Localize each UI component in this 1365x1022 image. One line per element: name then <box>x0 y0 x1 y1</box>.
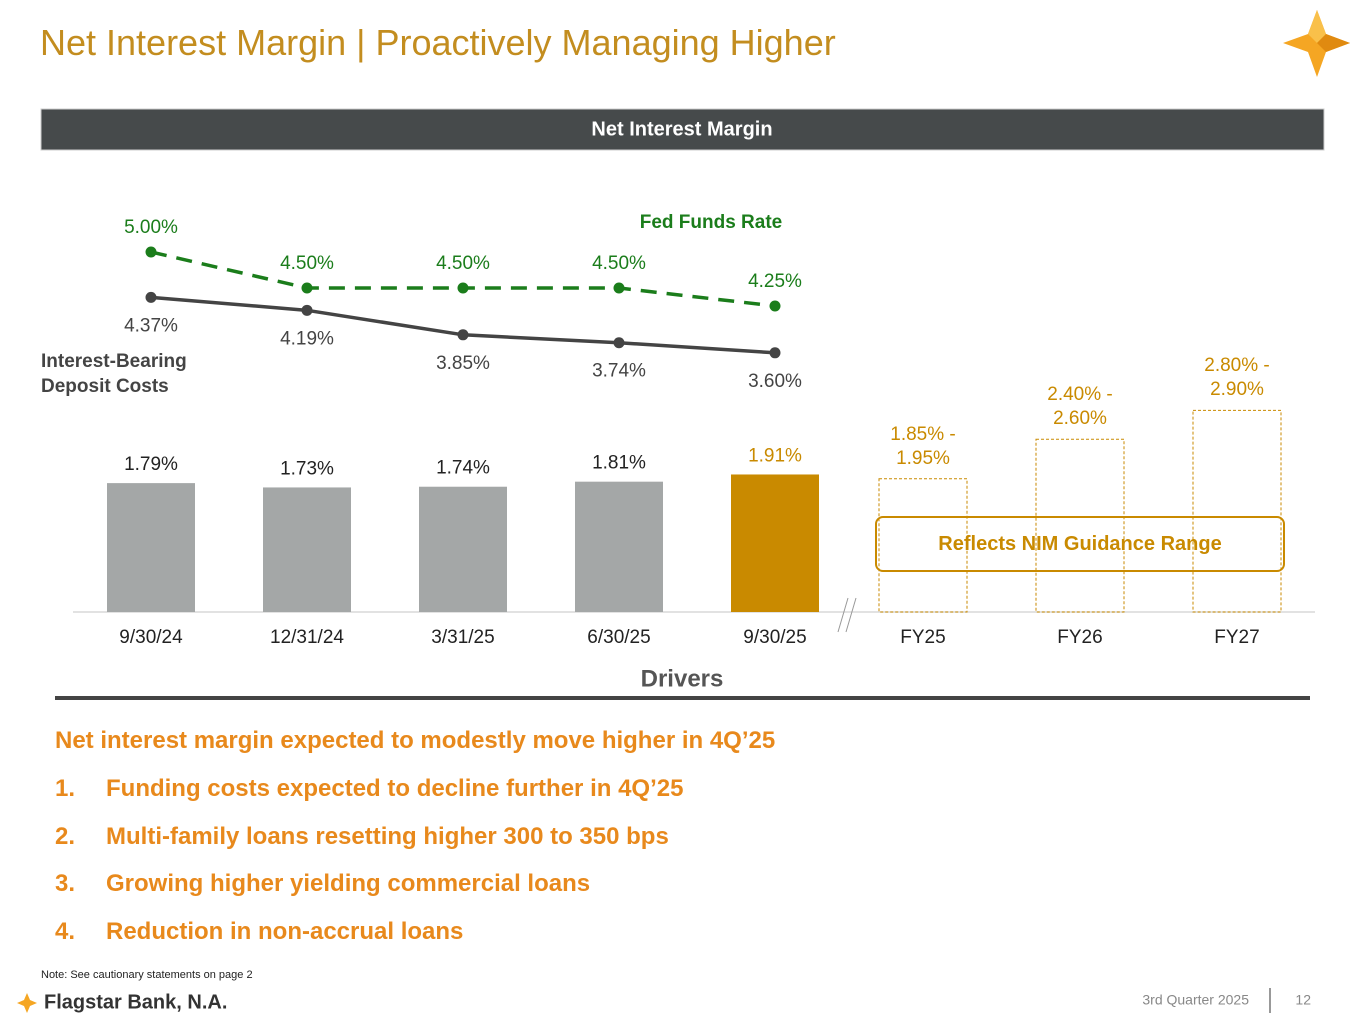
section-header: Net Interest Margin <box>591 118 772 140</box>
point <box>613 337 625 349</box>
bar <box>731 474 819 612</box>
legend-label: Fed Funds Rate <box>640 212 783 233</box>
point <box>145 291 157 303</box>
x-tick-label: FY26 <box>1057 627 1102 648</box>
point <box>613 282 625 294</box>
point-label: 4.37% <box>124 315 178 336</box>
x-tick-label: FY25 <box>900 627 945 648</box>
list-number: 3. <box>55 870 76 897</box>
bar <box>107 483 195 612</box>
legend-label: Interest-Bearing Deposit Costs <box>41 351 187 397</box>
point-label: 3.60% <box>748 371 802 392</box>
bar <box>263 487 351 612</box>
footer-logo <box>17 993 37 1013</box>
list-item: Multi-family loans resetting higher 300 … <box>106 822 669 850</box>
x-tick-label: 6/30/25 <box>587 627 650 648</box>
list-number: 4. <box>55 917 76 945</box>
x-tick-label: 12/31/24 <box>270 627 344 648</box>
bar-label: 1.81% <box>592 453 646 474</box>
logo-facet <box>1308 10 1326 43</box>
bar-label: 1.79% <box>124 454 178 475</box>
guidance-range <box>1035 438 1125 613</box>
bar-label: 1.74% <box>436 458 490 479</box>
logo-facet <box>1317 34 1350 52</box>
point <box>769 347 781 359</box>
point-label: 4.19% <box>280 328 334 349</box>
list-number: 1. <box>55 775 76 802</box>
x-tick-label: 9/30/24 <box>119 627 183 648</box>
bar <box>419 486 507 612</box>
list-item: Funding costs expected to decline furthe… <box>106 775 684 802</box>
axis-break <box>845 597 857 633</box>
brand: Flagstar Bank, N.A. <box>44 991 227 1013</box>
guidance-label: 1.85% - 1.95% <box>890 423 956 469</box>
list-number: 2. <box>55 822 76 850</box>
bar-label: 1.73% <box>280 458 334 479</box>
drivers-title: Drivers <box>641 665 724 692</box>
point-label: 5.00% <box>124 217 178 238</box>
title: Net Interest Margin | Proactively Managi… <box>40 22 836 63</box>
line <box>150 295 776 355</box>
section-header-bar <box>40 108 1325 151</box>
point <box>301 304 313 316</box>
guidance-label: 2.80% - 2.90% <box>1204 355 1270 401</box>
guidance-box: Reflects NIM Guidance Range <box>875 516 1285 572</box>
point-label: 4.25% <box>748 271 802 292</box>
bar <box>575 481 663 612</box>
x-tick-label: 3/31/25 <box>431 627 494 648</box>
point <box>457 282 469 294</box>
guidance-range <box>878 478 968 613</box>
guidance-label: 2.40% - 2.60% <box>1047 384 1113 430</box>
point-label: 4.50% <box>280 253 334 274</box>
note: Note: See cautionary statements on page … <box>41 969 253 981</box>
point <box>301 282 313 294</box>
page-number: 12 <box>1295 992 1311 1008</box>
list-item: Growing higher yielding commercial loans <box>106 870 591 897</box>
axis-break <box>837 597 849 633</box>
logo-star <box>1283 10 1350 77</box>
guidance-range <box>1192 409 1282 613</box>
drivers-headline: Net interest margin expected to modestly… <box>55 727 776 754</box>
point <box>145 246 157 258</box>
point-label: 3.74% <box>592 361 646 382</box>
point-label: 3.85% <box>436 353 490 374</box>
bar-label: 1.91% <box>748 445 802 466</box>
x-tick-label: 9/30/25 <box>743 627 806 648</box>
point <box>457 329 469 341</box>
point <box>769 300 781 312</box>
period: 3rd Quarter 2025 <box>1142 992 1249 1008</box>
list-item: Reduction in non-accrual loans <box>106 917 464 945</box>
x-tick-label: FY27 <box>1214 627 1259 648</box>
point-label: 4.50% <box>436 253 490 274</box>
point-label: 4.50% <box>592 253 646 274</box>
